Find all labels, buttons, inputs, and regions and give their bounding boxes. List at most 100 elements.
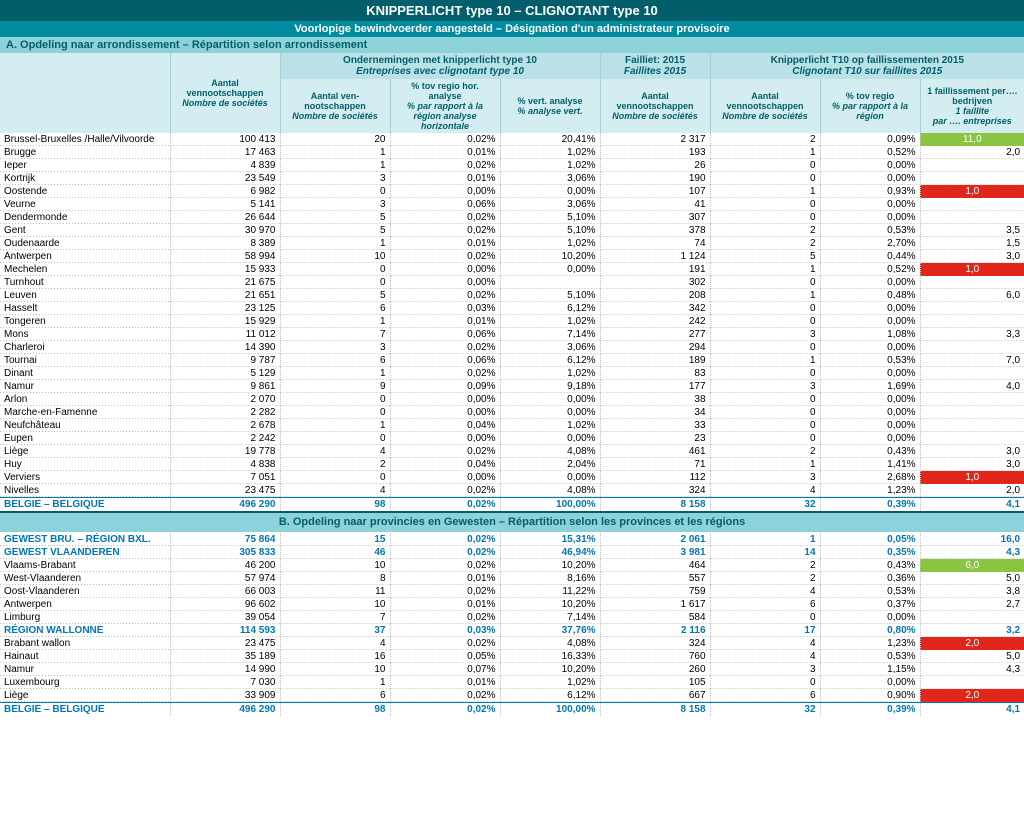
cell: 0,00% <box>820 302 920 315</box>
cell: 496 290 <box>170 703 280 717</box>
cell: 8 <box>280 572 390 585</box>
subtitle-bar: Voorlopige bewindvoerder aangesteld – Dé… <box>0 21 1024 37</box>
row-name: Hainaut <box>0 650 170 663</box>
cell: 2,04% <box>500 458 600 471</box>
cell: 2,0 <box>920 637 1024 650</box>
cell: 667 <box>600 689 710 703</box>
cell: 0,00% <box>820 198 920 211</box>
cell: 0,39% <box>820 703 920 717</box>
cell: 6,0 <box>920 289 1024 302</box>
row-name: Hasselt <box>0 302 170 315</box>
cell: 46,94% <box>500 546 600 559</box>
cell: 2 <box>280 458 390 471</box>
cell: 5 <box>710 250 820 263</box>
cell: 7 <box>280 328 390 341</box>
row-name: Tongeren <box>0 315 170 328</box>
cell: 0 <box>710 211 820 224</box>
cell: 0,00% <box>820 159 920 172</box>
cell: 58 994 <box>170 250 280 263</box>
cell: 17 463 <box>170 146 280 159</box>
cell: 1 <box>710 263 820 276</box>
cell: 1,0 <box>920 471 1024 484</box>
cell: 342 <box>600 302 710 315</box>
cell: 0,02% <box>390 289 500 302</box>
cell: 0 <box>710 611 820 624</box>
row-name: Turnhout <box>0 276 170 289</box>
cell: 208 <box>600 289 710 302</box>
cell: 324 <box>600 484 710 498</box>
cell <box>920 341 1024 354</box>
cell: 3,3 <box>920 328 1024 341</box>
row-name: Dinant <box>0 367 170 380</box>
table-row: Marche-en-Famenne2 28200,00%0,00%3400,00… <box>0 406 1024 419</box>
cell: 75 864 <box>170 533 280 546</box>
cell: 0,00% <box>820 419 920 432</box>
cell: 0,02% <box>390 559 500 572</box>
cell: 4 839 <box>170 159 280 172</box>
row-name: Kortrijk <box>0 172 170 185</box>
cell: 98 <box>280 498 390 512</box>
table-row: Antwerpen96 602100,01%10,20%1 61760,37%2… <box>0 598 1024 611</box>
cell: 7 <box>280 611 390 624</box>
cell: 2,0 <box>920 689 1024 703</box>
table-row: Arlon2 07000,00%0,00%3800,00% <box>0 393 1024 406</box>
cell: 3 <box>710 471 820 484</box>
table-row: Brugge17 46310,01%1,02%19310,52%2,0 <box>0 146 1024 159</box>
cell: 0,01% <box>390 237 500 250</box>
cell: 0,01% <box>390 146 500 159</box>
cell: 4,3 <box>920 663 1024 676</box>
cell: 10,20% <box>500 663 600 676</box>
cell: 2,70% <box>820 237 920 250</box>
cell: 0 <box>710 276 820 289</box>
cell: 0,80% <box>820 624 920 637</box>
row-name: Nivelles <box>0 484 170 498</box>
cell: 1,02% <box>500 237 600 250</box>
cell: 1 <box>280 159 390 172</box>
row-name: Neufchâteau <box>0 419 170 432</box>
cell: 1,08% <box>820 328 920 341</box>
cell: 0 <box>280 432 390 445</box>
row-name: Marche-en-Famenne <box>0 406 170 419</box>
cell: 0,02% <box>390 533 500 546</box>
cell: 0 <box>710 393 820 406</box>
cell: 5 <box>280 289 390 302</box>
cell: 3 <box>280 172 390 185</box>
cell: 10 <box>280 559 390 572</box>
cell: 6 <box>280 302 390 315</box>
cell: 1,69% <box>820 380 920 393</box>
cell: 3,06% <box>500 172 600 185</box>
table-row: Veurne5 14130,06%3,06%4100,00% <box>0 198 1024 211</box>
cell: 0,00% <box>820 393 920 406</box>
cell: 0,00% <box>820 676 920 689</box>
cell: 0,00% <box>390 185 500 198</box>
table-row: Liège33 90960,02%6,12%66760,90%2,0 <box>0 689 1024 703</box>
cell: 1,23% <box>820 637 920 650</box>
cell: 4,1 <box>920 703 1024 717</box>
cell: 10,20% <box>500 250 600 263</box>
cell: 4,3 <box>920 546 1024 559</box>
cell: 15,31% <box>500 533 600 546</box>
cell: 0,00% <box>500 406 600 419</box>
cell: 9 <box>280 380 390 393</box>
cell: 0,06% <box>390 354 500 367</box>
cell <box>920 432 1024 445</box>
cell: 39 054 <box>170 611 280 624</box>
cell: 0,00% <box>820 172 920 185</box>
cell: 3 <box>710 328 820 341</box>
cell: 2 317 <box>600 133 710 146</box>
cell: 100,00% <box>500 703 600 717</box>
cell: 0 <box>710 432 820 445</box>
table-row: Charleroi14 39030,02%3,06%29400,00% <box>0 341 1024 354</box>
row-name: Verviers <box>0 471 170 484</box>
cell: 0,02% <box>390 341 500 354</box>
cell <box>920 676 1024 689</box>
cell: 0,43% <box>820 559 920 572</box>
cell: 57 974 <box>170 572 280 585</box>
cell: 10 <box>280 663 390 676</box>
table-row: Oudenaarde8 38910,01%1,02%7422,70%1,5 <box>0 237 1024 250</box>
cell: 0,39% <box>820 498 920 512</box>
row-name: Charleroi <box>0 341 170 354</box>
row-name: Ieper <box>0 159 170 172</box>
cell: 14 390 <box>170 341 280 354</box>
cell: 307 <box>600 211 710 224</box>
